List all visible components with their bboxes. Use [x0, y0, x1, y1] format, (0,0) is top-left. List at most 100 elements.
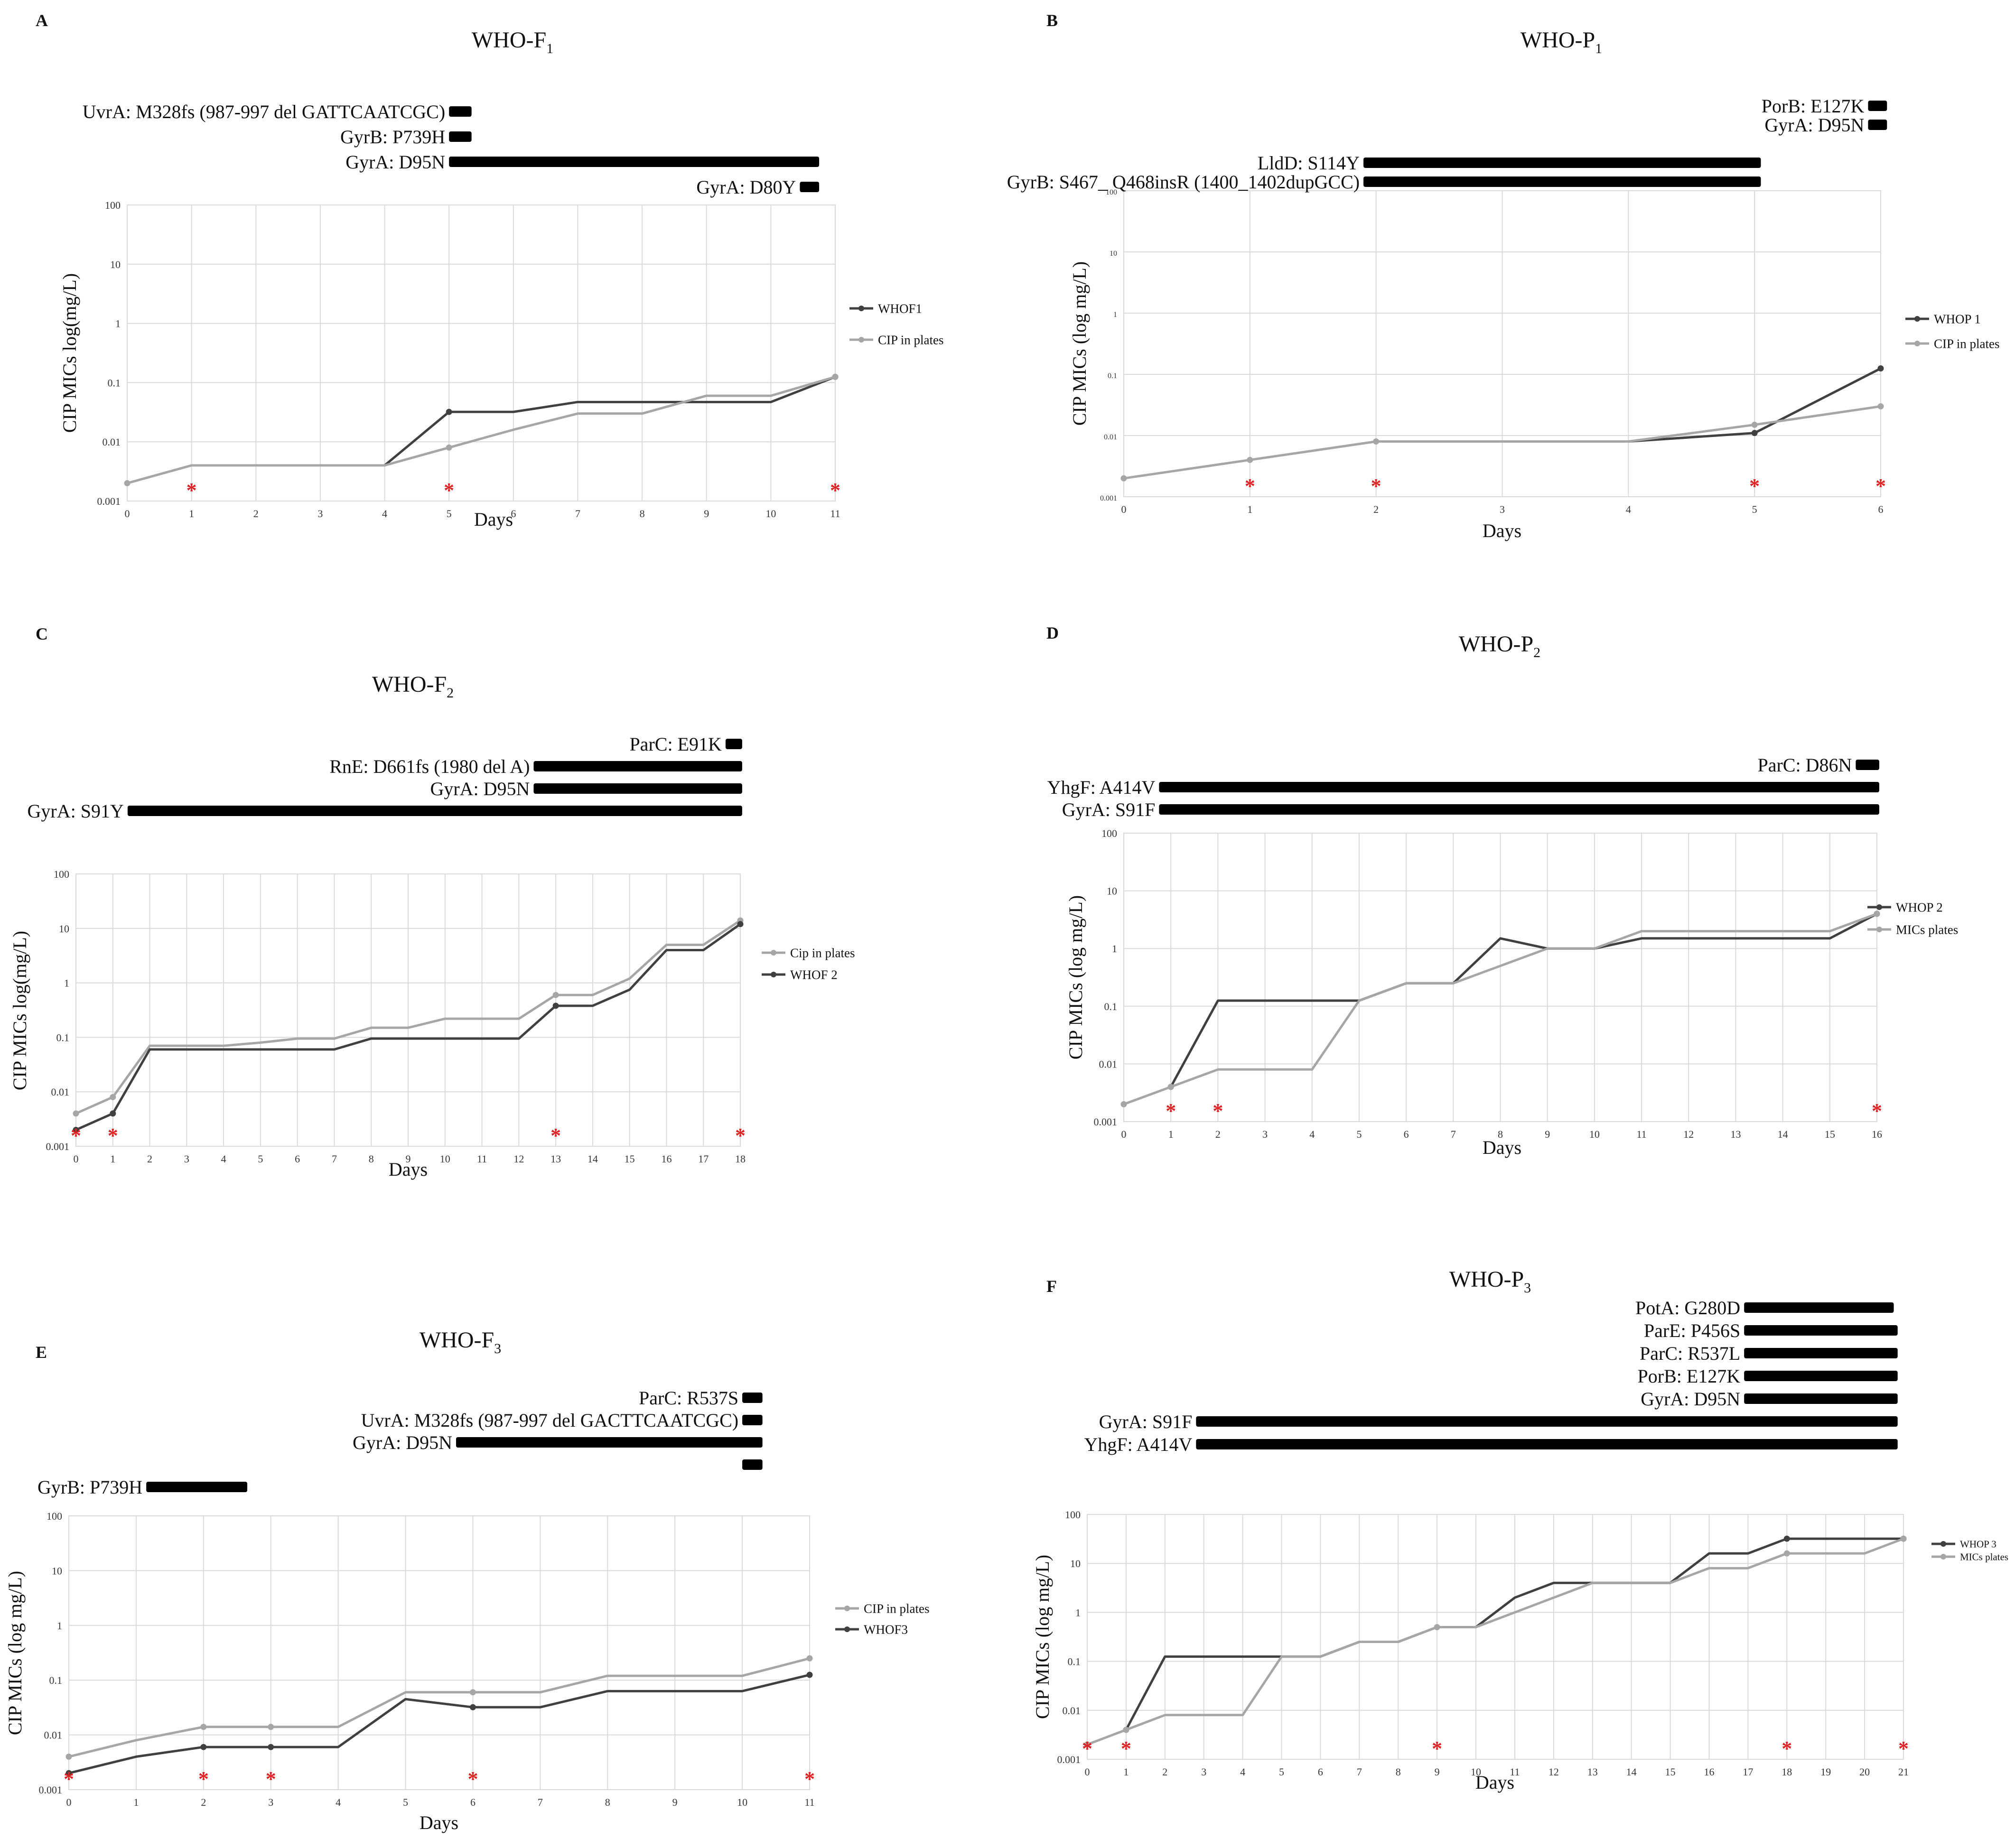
- y-tick-label: 0.1: [49, 1674, 63, 1686]
- y-tick-label: 0.1: [108, 377, 121, 389]
- mutation-bar: [742, 1459, 763, 1470]
- x-tick-label: 9: [672, 1796, 678, 1808]
- x-tick-label: 10: [1471, 1766, 1481, 1778]
- mutation-bar: [1868, 101, 1887, 111]
- y-tick-label: 10: [52, 1565, 62, 1577]
- x-tick-label: 7: [575, 508, 580, 520]
- x-tick-label: 1: [189, 508, 194, 520]
- legend-entry: Cip in plates: [790, 946, 855, 960]
- series-line-whof-2: [75, 923, 741, 1131]
- x-tick-label: 15: [625, 1153, 635, 1165]
- sequencing-asterisk: *: [804, 1767, 815, 1791]
- mutation-bar: [1363, 158, 1761, 168]
- x-tick-label: 12: [1549, 1766, 1559, 1778]
- mutation-bar: [127, 806, 742, 816]
- data-point: [73, 1126, 79, 1133]
- mutation-label: GyrA: D95N: [353, 1432, 452, 1453]
- data-point: [200, 1724, 207, 1730]
- x-tick-label: 0: [1085, 1766, 1090, 1778]
- x-tick-label: 7: [538, 1796, 543, 1808]
- y-tick-label: 0.1: [56, 1031, 70, 1043]
- x-tick-label: 21: [1898, 1766, 1909, 1778]
- x-tick-label: 14: [1626, 1766, 1637, 1778]
- x-tick-label: 18: [1782, 1766, 1792, 1778]
- x-tick-label: 4: [1309, 1128, 1315, 1140]
- y-tick-label: 10: [1110, 250, 1117, 258]
- y-tick-label: 1: [64, 977, 69, 989]
- x-tick-label: 8: [1498, 1128, 1503, 1140]
- x-tick-label: 11: [1510, 1766, 1520, 1778]
- x-tick-label: 2: [1215, 1128, 1221, 1140]
- sequencing-asterisk: *: [1432, 1737, 1442, 1760]
- sequencing-asterisk: *: [550, 1124, 561, 1147]
- x-tick-label: 8: [1396, 1766, 1401, 1778]
- mutation-bar: [449, 157, 820, 167]
- data-point: [110, 1094, 116, 1100]
- y-tick-label: 0.01: [1063, 1705, 1081, 1717]
- series-line-cip-in-plates: [75, 919, 741, 1115]
- y-tick-label: 0.001: [1057, 1754, 1081, 1765]
- y-tick-label: 10: [59, 923, 69, 935]
- series-line-mics-plates: [1087, 1537, 1904, 1746]
- mutation-label: GyrA: S91Y: [28, 800, 124, 822]
- y-tick-label: 100: [1065, 1509, 1081, 1521]
- x-tick-label: 10: [737, 1796, 747, 1808]
- x-tick-label: 6: [1404, 1128, 1409, 1140]
- mutation-label: GyrB: S467_ Q468insR (1400_1402dupGCC): [1007, 171, 1360, 193]
- x-tick-label: 14: [1778, 1128, 1788, 1140]
- legend-entry: WHOF1: [878, 301, 922, 316]
- y-tick-label: 0.01: [1099, 1058, 1118, 1070]
- x-tick-label: 13: [550, 1153, 561, 1165]
- legend-marker: [1876, 927, 1882, 932]
- mutation-label: GyrA: D95N: [345, 151, 445, 173]
- x-tick-label: 16: [1872, 1128, 1882, 1140]
- legend-entry: WHOP 1: [1934, 312, 1981, 326]
- mutation-bar: [1744, 1371, 1898, 1381]
- mutation-bar: [800, 182, 820, 192]
- x-tick-label: 11: [804, 1796, 814, 1808]
- x-tick-label: 3: [1201, 1766, 1206, 1778]
- sequencing-asterisk: *: [1121, 1737, 1131, 1760]
- x-tick-label: 13: [1587, 1766, 1598, 1778]
- data-point: [268, 1724, 274, 1730]
- data-point: [1877, 403, 1884, 409]
- y-tick-label: 0.001: [97, 495, 121, 507]
- x-tick-label: 19: [1820, 1766, 1831, 1778]
- data-point: [1434, 1624, 1440, 1630]
- y-tick-label: 100: [54, 868, 69, 880]
- chart-panel-f: F WHO-P30 1 2 3 4 5 6 7 8 9 10 11 12 13 14 15 16 17 18 19 20 2…: [1032, 1267, 2008, 1793]
- x-tick-label: 0: [1121, 503, 1127, 515]
- y-tick-label: 0.001: [39, 1784, 63, 1796]
- x-axis-title: Days: [389, 1159, 428, 1180]
- chart-title-main: WHO-P: [1459, 631, 1533, 657]
- data-point: [446, 444, 452, 451]
- x-tick-label: 10: [440, 1153, 450, 1165]
- y-tick-label: 0.1: [1104, 1001, 1118, 1012]
- mutation-label: GyrA: S91F: [1099, 1411, 1193, 1432]
- y-tick-label: 10: [1070, 1558, 1081, 1569]
- mutation-label: GyrA: D95N: [430, 778, 530, 799]
- x-tick-label: 5: [1356, 1128, 1362, 1140]
- data-point: [1783, 1550, 1790, 1557]
- x-tick-label: 3: [184, 1153, 189, 1165]
- x-tick-label: 9: [1435, 1766, 1440, 1778]
- panel-label: C: [36, 624, 48, 643]
- chart-title: WHO-P3: [1449, 1267, 1531, 1296]
- x-tick-label: 4: [221, 1153, 226, 1165]
- x-tick-label: 9: [1545, 1128, 1550, 1140]
- mutation-bar: [449, 106, 472, 117]
- x-tick-label: 2: [201, 1796, 206, 1808]
- sequencing-asterisk: *: [1782, 1737, 1792, 1760]
- x-tick-label: 0: [66, 1796, 72, 1808]
- y-axis-title: CIP MICs (log mg/L): [1065, 895, 1086, 1059]
- mutation-bar: [1856, 760, 1879, 770]
- legend-marker: [1940, 1541, 1946, 1547]
- x-tick-label: 7: [1451, 1128, 1456, 1140]
- x-axis-title: Days: [1483, 520, 1521, 541]
- x-tick-label: 5: [258, 1153, 263, 1165]
- mutation-label: LldD: S114Y: [1258, 152, 1360, 174]
- x-tick-label: 1: [1123, 1766, 1129, 1778]
- data-point: [268, 1744, 274, 1750]
- legend-marker: [844, 1606, 850, 1611]
- x-axis-title: Days: [1475, 1772, 1514, 1793]
